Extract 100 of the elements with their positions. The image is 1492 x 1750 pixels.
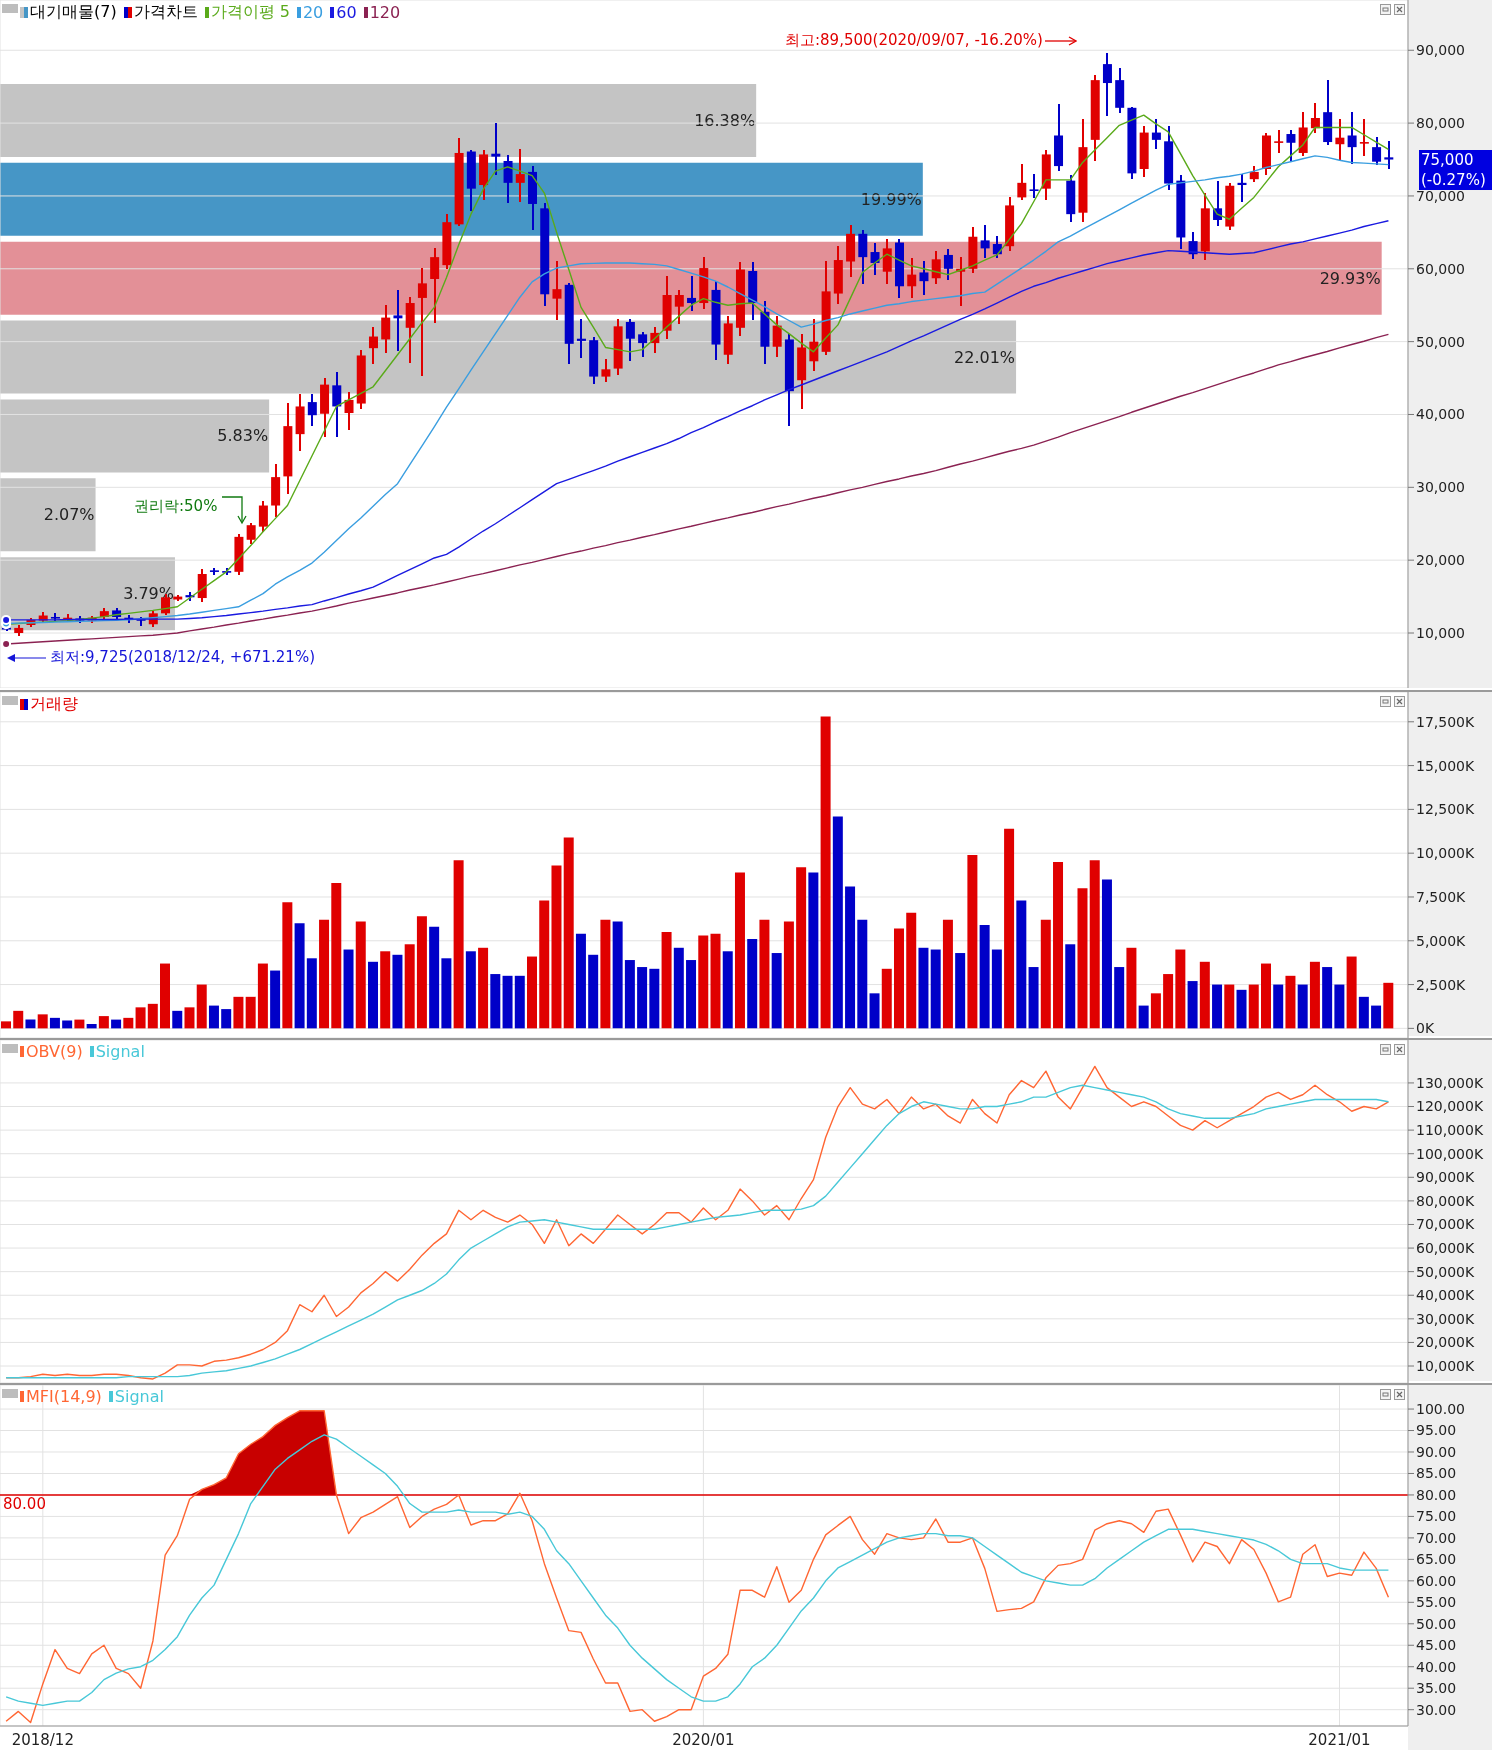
candlestick bbox=[503, 154, 513, 204]
ref-line-label: 80.00 bbox=[3, 1494, 46, 1513]
bar bbox=[588, 954, 599, 1029]
bar bbox=[453, 860, 464, 1029]
y-tick-label: 17,500K bbox=[1416, 713, 1475, 730]
bar bbox=[319, 919, 330, 1029]
bar bbox=[0, 399, 270, 473]
bar bbox=[1273, 984, 1284, 1029]
bar bbox=[184, 1007, 195, 1029]
bar bbox=[1077, 888, 1088, 1029]
y-tick-label: 95.00 bbox=[1416, 1422, 1457, 1439]
bar bbox=[845, 886, 856, 1029]
y-tick-label: 45.00 bbox=[1416, 1637, 1457, 1654]
candlestick bbox=[430, 246, 440, 325]
bar bbox=[1040, 919, 1051, 1029]
candlestick bbox=[870, 241, 880, 277]
candlestick bbox=[246, 522, 256, 545]
candlestick bbox=[344, 391, 354, 431]
bar bbox=[832, 816, 843, 1029]
y-tick-label: 65.00 bbox=[1416, 1551, 1457, 1568]
y-tick-label: 85.00 bbox=[1416, 1465, 1457, 1482]
bar bbox=[49, 1017, 60, 1029]
bar bbox=[490, 974, 501, 1029]
y-tick-label: 50,000K bbox=[1416, 1263, 1475, 1280]
candlestick bbox=[393, 289, 403, 352]
bar bbox=[294, 923, 305, 1029]
bar bbox=[930, 949, 941, 1029]
bar bbox=[673, 947, 684, 1029]
candlestick bbox=[919, 260, 929, 296]
legend-label: 가격이평 5 bbox=[210, 2, 290, 23]
candlestick bbox=[1384, 139, 1394, 171]
bar bbox=[649, 968, 660, 1029]
bar bbox=[1248, 984, 1259, 1029]
y-tick-label: 20,000 bbox=[1416, 552, 1465, 569]
candlestick bbox=[772, 314, 782, 358]
y-tick-label: 0K bbox=[1416, 1020, 1435, 1037]
y-tick-label: 30.00 bbox=[1416, 1701, 1457, 1718]
candlestick bbox=[1151, 117, 1161, 151]
legend-label: 거래량 bbox=[30, 694, 78, 715]
bar bbox=[1334, 984, 1345, 1029]
bar bbox=[0, 84, 757, 157]
bar bbox=[869, 993, 880, 1029]
bar bbox=[771, 953, 782, 1029]
bar bbox=[62, 1020, 73, 1029]
bar bbox=[1285, 975, 1296, 1029]
data-label: 16.38% bbox=[694, 111, 756, 130]
y-tick-label: 20,000K bbox=[1416, 1334, 1475, 1351]
bar bbox=[955, 953, 966, 1029]
bar bbox=[1004, 828, 1015, 1029]
bar bbox=[1028, 967, 1039, 1029]
legend-label: MFI(14,9) bbox=[26, 1387, 102, 1406]
bar bbox=[1236, 989, 1247, 1029]
y-tick-label: 110,000K bbox=[1416, 1122, 1484, 1139]
price-tag: 75,000 bbox=[1419, 150, 1492, 170]
legend-label: 가격차트 bbox=[133, 2, 198, 23]
bar bbox=[404, 944, 415, 1029]
bar bbox=[196, 984, 207, 1029]
legend-label: Signal bbox=[114, 1387, 164, 1406]
bar bbox=[172, 1010, 183, 1029]
bar bbox=[74, 1019, 85, 1029]
bar bbox=[221, 1009, 232, 1029]
bar bbox=[722, 951, 733, 1029]
y-tick-label: 55.00 bbox=[1416, 1594, 1457, 1611]
y-tick-label: 5,000K bbox=[1416, 932, 1467, 949]
bar bbox=[698, 935, 709, 1029]
bar bbox=[331, 882, 342, 1029]
y-tick-label: 80.00 bbox=[1416, 1486, 1457, 1503]
y-tick-label: 30,000 bbox=[1416, 479, 1465, 496]
data-label: 29.93% bbox=[1319, 268, 1381, 288]
bar bbox=[514, 975, 525, 1029]
bar bbox=[25, 1019, 36, 1029]
bar bbox=[1126, 947, 1137, 1029]
y-tick-label: 40,000K bbox=[1416, 1287, 1475, 1304]
bar bbox=[759, 919, 770, 1029]
bar bbox=[257, 963, 268, 1029]
y-tick-label: 90,000 bbox=[1416, 42, 1465, 59]
bar bbox=[1322, 967, 1333, 1029]
bar bbox=[1212, 984, 1223, 1029]
price-tag: (-0.27%) bbox=[1419, 170, 1492, 190]
bar bbox=[1346, 956, 1357, 1029]
bar bbox=[282, 902, 293, 1029]
bar bbox=[747, 939, 758, 1029]
legend-label: 60 bbox=[336, 3, 357, 22]
bar bbox=[208, 1005, 219, 1029]
bar bbox=[416, 916, 427, 1029]
candlestick bbox=[1237, 172, 1247, 204]
candlestick bbox=[907, 257, 917, 300]
x-tick-label: 2018/12 bbox=[11, 1730, 74, 1749]
bar bbox=[734, 872, 745, 1029]
candlestick bbox=[1286, 128, 1296, 163]
bar bbox=[1260, 963, 1271, 1029]
bar bbox=[1199, 961, 1210, 1029]
bar bbox=[13, 1010, 24, 1029]
bar bbox=[160, 963, 171, 1029]
bar bbox=[245, 996, 256, 1029]
candlestick bbox=[638, 330, 648, 358]
data-label: 2.07% bbox=[43, 505, 95, 525]
bar bbox=[441, 958, 452, 1029]
candlestick bbox=[515, 147, 525, 204]
bar bbox=[355, 921, 366, 1029]
